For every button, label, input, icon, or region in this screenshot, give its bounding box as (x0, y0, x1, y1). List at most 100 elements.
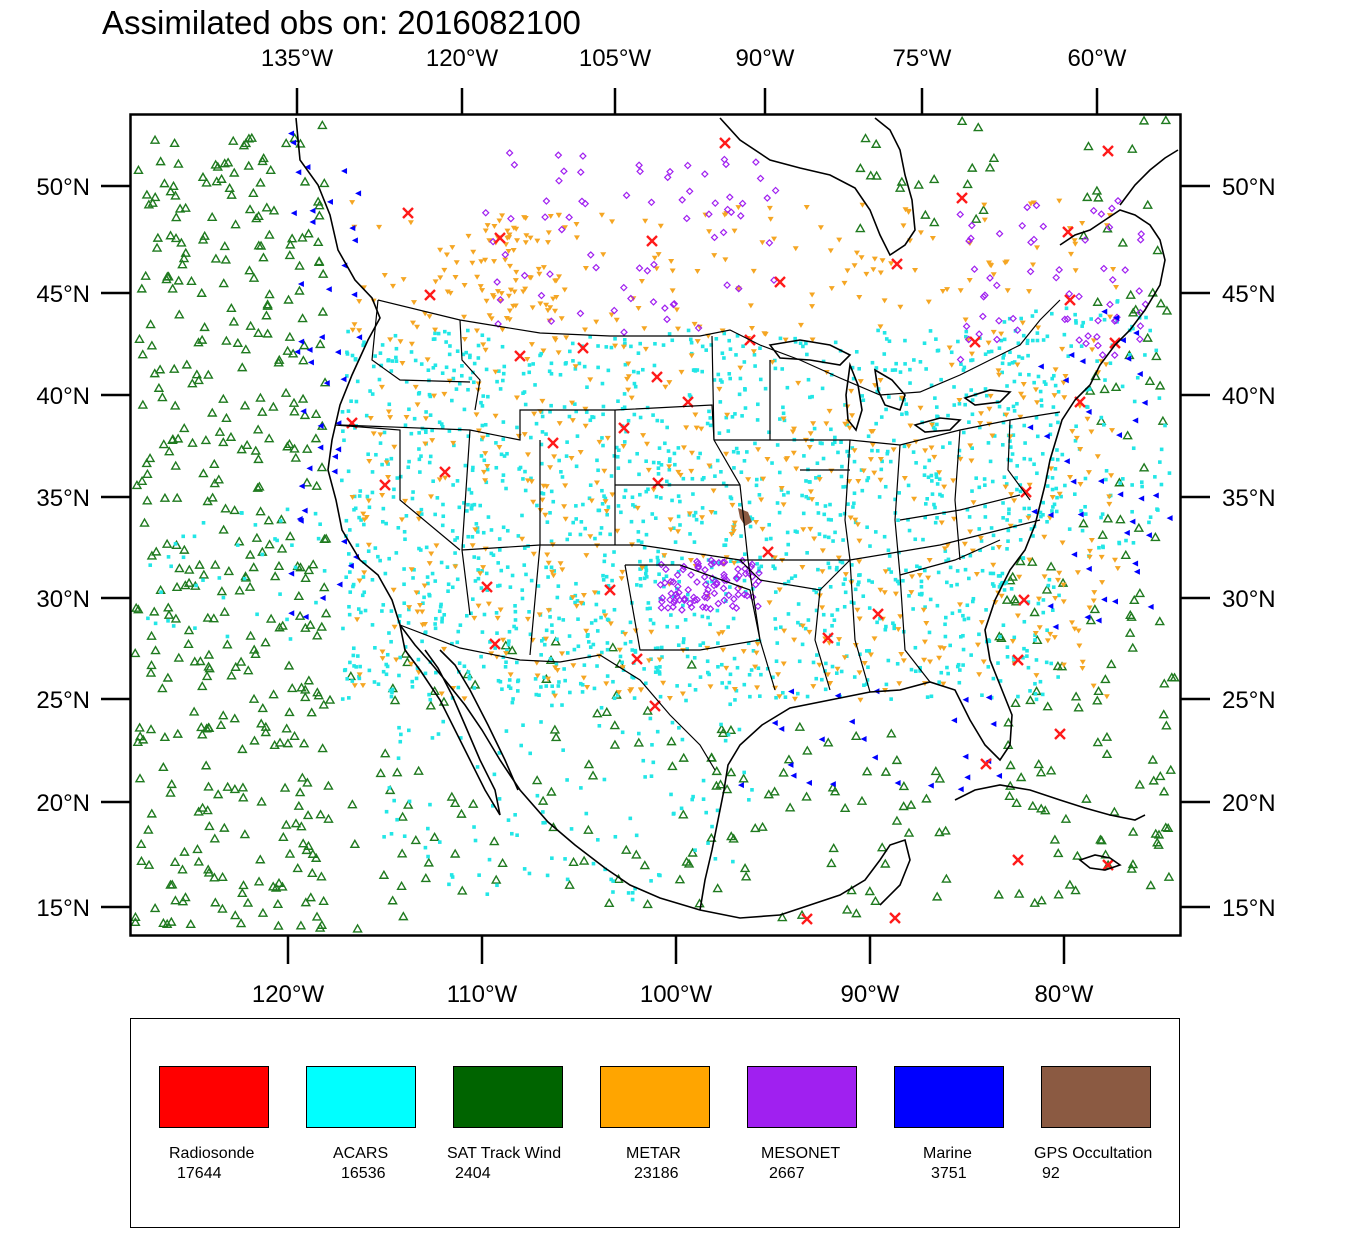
metar-marker (936, 655, 943, 661)
acars-marker (612, 607, 617, 612)
acars-marker (403, 537, 407, 542)
sat-wind-marker (221, 412, 232, 422)
radiosonde-marker (618, 422, 630, 434)
acars-marker (384, 662, 389, 667)
acars-marker (578, 681, 583, 686)
metar-marker (1090, 598, 1097, 604)
acars-marker (992, 434, 997, 438)
acars-marker (867, 648, 871, 653)
sat-wind-marker (941, 873, 952, 883)
sat-wind-marker (197, 802, 208, 812)
acars-marker (907, 528, 912, 533)
sat-wind-marker (497, 857, 508, 868)
sat-wind-marker (167, 879, 178, 889)
metar-marker (908, 574, 915, 580)
metar-marker (426, 561, 433, 567)
sat-wind-marker (1070, 691, 1082, 701)
acars-marker (935, 603, 940, 608)
metar-marker (528, 479, 535, 485)
acars-marker (424, 545, 429, 550)
sat-wind-marker (280, 138, 292, 148)
metar-marker (817, 225, 824, 231)
legend-label-radiosonde: Radiosonde (169, 1145, 255, 1162)
metar-marker (1086, 548, 1093, 554)
sat-wind-marker (216, 586, 228, 596)
acars-marker (830, 623, 834, 628)
sat-wind-marker (297, 313, 308, 323)
metar-marker (973, 571, 980, 577)
sat-wind-marker (165, 787, 176, 797)
acars-marker (1018, 483, 1023, 487)
acars-marker (859, 468, 864, 472)
acars-marker (437, 840, 442, 844)
acars-marker (1016, 694, 1020, 699)
acars-marker (463, 463, 468, 468)
marine-marker (1132, 417, 1139, 424)
radiosonde-marker (822, 632, 834, 644)
acars-marker (654, 665, 659, 670)
acars-marker (353, 426, 357, 430)
mesonet-marker (704, 586, 712, 594)
acars-marker (603, 553, 607, 558)
top-axis: 135°W 120°W 105°W 90°W 75°W 60°W (261, 45, 1127, 114)
sat-wind-marker (195, 656, 206, 666)
acars-marker (533, 383, 537, 387)
sat-wind-marker (196, 722, 207, 732)
metar-marker (408, 661, 415, 667)
acars-marker (1005, 518, 1009, 522)
sat-wind-marker (778, 767, 789, 777)
mesonet-marker (565, 213, 573, 222)
sat-wind-marker (592, 708, 603, 718)
acars-marker (528, 632, 533, 637)
acars-marker (628, 639, 633, 644)
metar-marker (1094, 454, 1101, 460)
acars-marker (914, 461, 918, 465)
legend-swatch-acars (306, 1066, 416, 1128)
coastlines (295, 117, 1179, 919)
marine-marker (818, 736, 825, 743)
metar-marker (857, 379, 864, 385)
acars-marker (728, 347, 733, 351)
sat-wind-marker (1117, 237, 1129, 247)
sat-wind-marker (289, 443, 300, 453)
mesonet-marker (555, 176, 563, 185)
sat-wind-marker (739, 863, 751, 873)
sat-wind-marker (218, 278, 229, 288)
acars-marker (1144, 315, 1148, 320)
metar-marker (556, 274, 563, 280)
acars-marker (1062, 332, 1067, 337)
sat-wind-marker (170, 895, 181, 905)
sat-wind-marker (282, 738, 294, 748)
metar-marker (1079, 665, 1086, 671)
acars-marker (433, 579, 438, 583)
acars-marker (970, 489, 974, 493)
mesonet-marker (707, 560, 716, 569)
marine-marker (1027, 424, 1034, 431)
map-title: Assimilated obs on: 2016082100 (102, 4, 581, 41)
metar-marker (547, 214, 554, 220)
sat-wind-marker (159, 492, 171, 502)
radiosonde-marker (1062, 226, 1074, 238)
sat-wind-marker (179, 846, 190, 856)
metar-marker (545, 240, 552, 246)
sat-wind-marker (284, 848, 296, 858)
metar-marker (570, 663, 577, 669)
metar-marker (996, 372, 1003, 378)
acars-marker (793, 574, 798, 578)
mesonet-marker (685, 187, 694, 196)
acars-marker (935, 516, 939, 520)
sat-wind-marker (905, 799, 917, 809)
metar-marker (981, 217, 988, 223)
sat-wind-marker (197, 234, 209, 244)
acars-marker (755, 418, 760, 422)
acars-marker (364, 413, 369, 418)
acars-marker (515, 833, 519, 837)
acars-marker (1130, 483, 1134, 487)
acars-marker (963, 567, 968, 572)
acars-marker (738, 502, 742, 507)
acars-marker (700, 344, 705, 349)
acars-marker (685, 654, 690, 659)
acars-marker (706, 615, 710, 620)
acars-marker (722, 331, 727, 336)
acars-marker (372, 680, 377, 684)
